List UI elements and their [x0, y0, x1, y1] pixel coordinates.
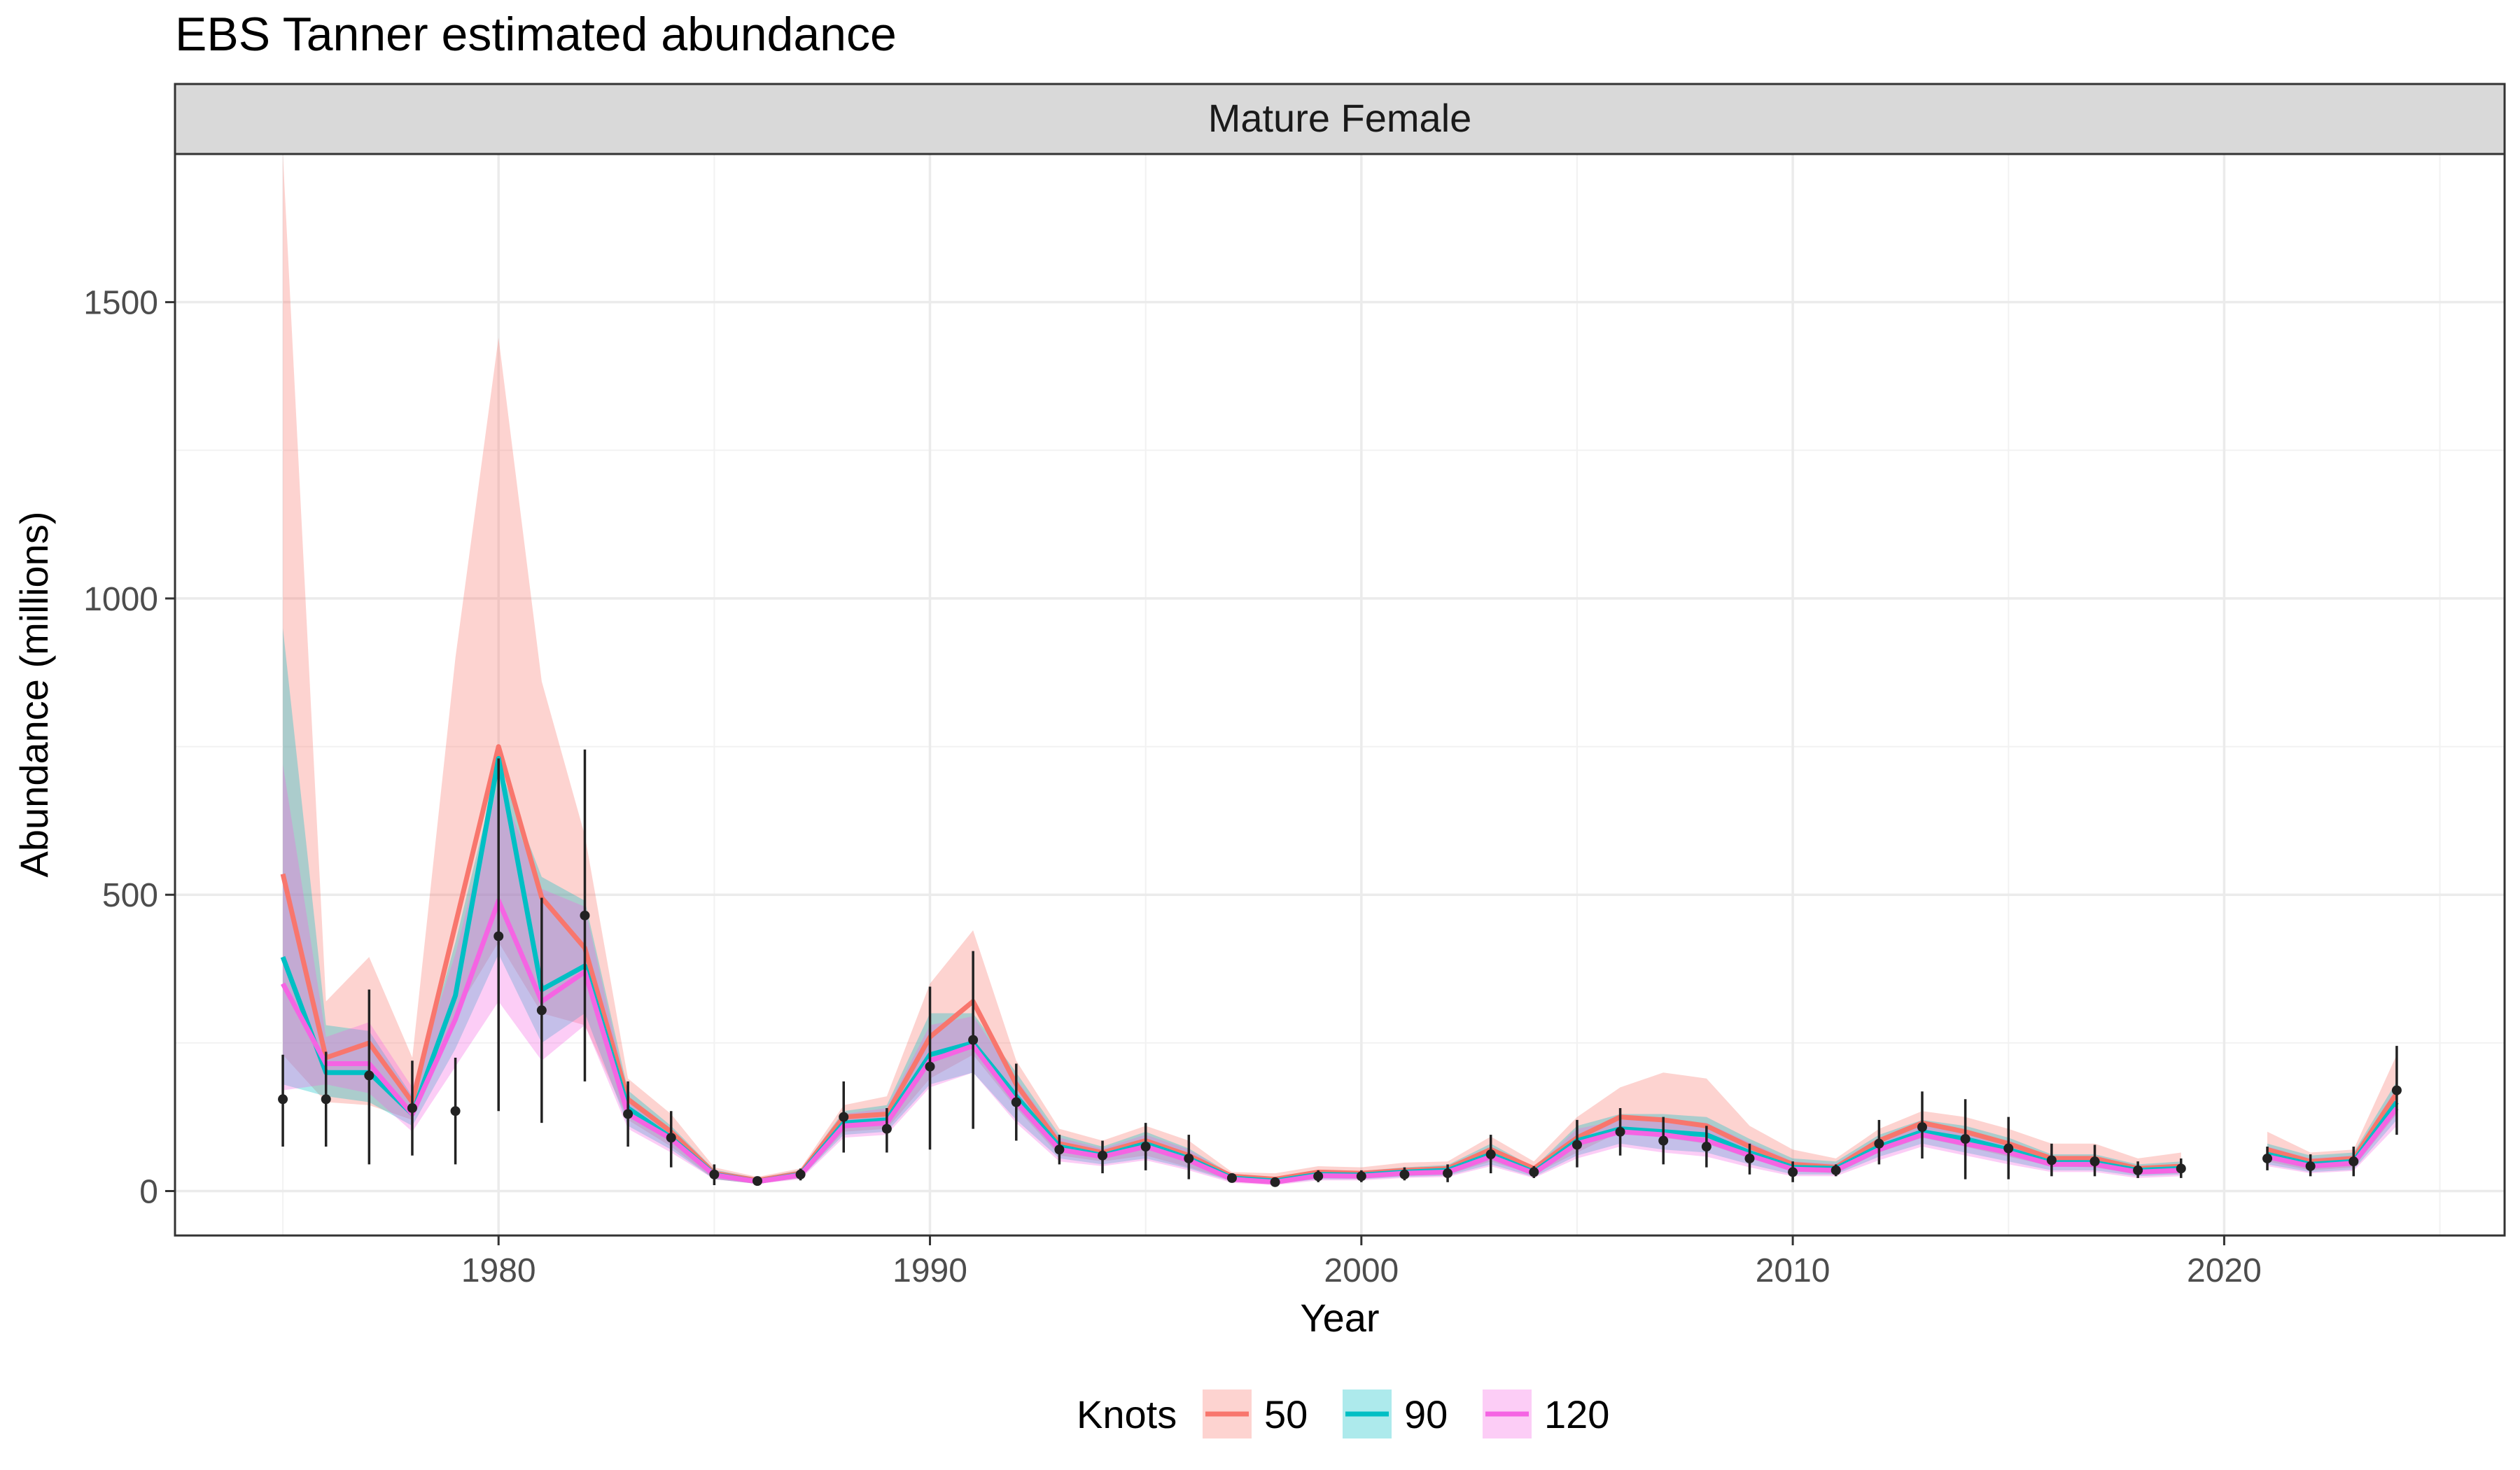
- y-tick-label: 500: [102, 877, 158, 914]
- obs-point: [1485, 1149, 1496, 1160]
- obs-point: [2305, 1161, 2316, 1171]
- y-tick-label: 1500: [83, 285, 158, 322]
- x-tick-label: 2020: [2187, 1252, 2262, 1289]
- obs-point: [1788, 1167, 1798, 1177]
- legend: Knots 50 90 120: [1077, 1390, 1609, 1438]
- obs-point: [1399, 1169, 1410, 1180]
- x-tick-label: 1980: [461, 1252, 536, 1289]
- plot-panel-border: [174, 153, 2506, 1237]
- obs-point: [1184, 1153, 1194, 1163]
- obs-point: [1917, 1122, 1927, 1133]
- x-tick-label: 1990: [892, 1252, 967, 1289]
- obs-point: [2046, 1155, 2057, 1166]
- legend-title: Knots: [1077, 1392, 1177, 1436]
- obs-point: [321, 1094, 331, 1105]
- x-tick-label: 2000: [1324, 1252, 1399, 1289]
- obs-point: [2262, 1153, 2273, 1163]
- obs-point: [1270, 1177, 1280, 1187]
- obs-point: [2003, 1143, 2014, 1154]
- obs-point: [1529, 1167, 1539, 1177]
- obs-point: [1356, 1171, 1366, 1182]
- y-tick-label: 1000: [83, 581, 158, 618]
- obs-point: [364, 1070, 374, 1081]
- line-knots-50-segment-2: [2267, 1091, 2399, 1164]
- obs-point: [536, 1005, 547, 1016]
- obs-point: [2090, 1156, 2100, 1167]
- facet-label: Mature Female: [1208, 96, 1472, 140]
- obs-point: [1874, 1138, 1884, 1149]
- y-axis-label: Abundance (millions): [12, 512, 56, 878]
- obs-point: [881, 1124, 892, 1134]
- y-tick-label: 0: [139, 1174, 158, 1211]
- obs-point: [795, 1169, 806, 1180]
- obs-point: [2176, 1163, 2186, 1174]
- obs-point: [752, 1176, 762, 1186]
- line-knots-120-segment-2: [2267, 1106, 2399, 1169]
- obs-point: [839, 1112, 849, 1122]
- observations: [278, 749, 2402, 1187]
- obs-point: [1313, 1171, 1324, 1182]
- obs-point: [407, 1102, 417, 1113]
- obs-point: [968, 1035, 979, 1045]
- obs-point: [2348, 1156, 2359, 1167]
- obs-point: [2391, 1085, 2402, 1096]
- obs-point: [1572, 1140, 1582, 1150]
- obs-point: [278, 1094, 288, 1105]
- obs-point: [709, 1169, 720, 1180]
- x-tick-label: 2010: [1756, 1252, 1830, 1289]
- plot-panel-background: [175, 154, 2505, 1236]
- obs-point: [1615, 1126, 1625, 1137]
- x-axis-label: Year: [1300, 1296, 1379, 1340]
- x-axis: 1980 1990 2000 2010 2020: [461, 1236, 2262, 1289]
- obs-point: [1744, 1153, 1755, 1163]
- obs-point: [450, 1106, 461, 1116]
- legend-label-120: 120: [1544, 1392, 1609, 1436]
- legend-label-50: 50: [1264, 1392, 1308, 1436]
- obs-point: [580, 910, 590, 920]
- y-axis: 0 500 1000 1500: [83, 285, 175, 1211]
- obs-point: [1226, 1172, 1237, 1183]
- obs-point: [666, 1133, 676, 1143]
- facet-strip: [174, 83, 2506, 155]
- obs-point: [925, 1061, 935, 1072]
- legend-label-90: 90: [1404, 1392, 1448, 1436]
- obs-point: [1701, 1142, 1712, 1152]
- obs-point: [1098, 1150, 1108, 1161]
- obs-point: [2133, 1165, 2143, 1175]
- obs-point: [1830, 1165, 1841, 1175]
- obs-point: [1011, 1097, 1021, 1107]
- obs-point: [1960, 1134, 1970, 1144]
- obs-point: [1658, 1135, 1669, 1146]
- chart-title: EBS Tanner estimated abundance: [175, 8, 897, 61]
- obs-point: [1140, 1142, 1151, 1152]
- obs-point: [493, 931, 504, 941]
- obs-point: [1443, 1168, 1453, 1179]
- obs-point: [623, 1109, 634, 1119]
- obs-point: [1054, 1144, 1065, 1155]
